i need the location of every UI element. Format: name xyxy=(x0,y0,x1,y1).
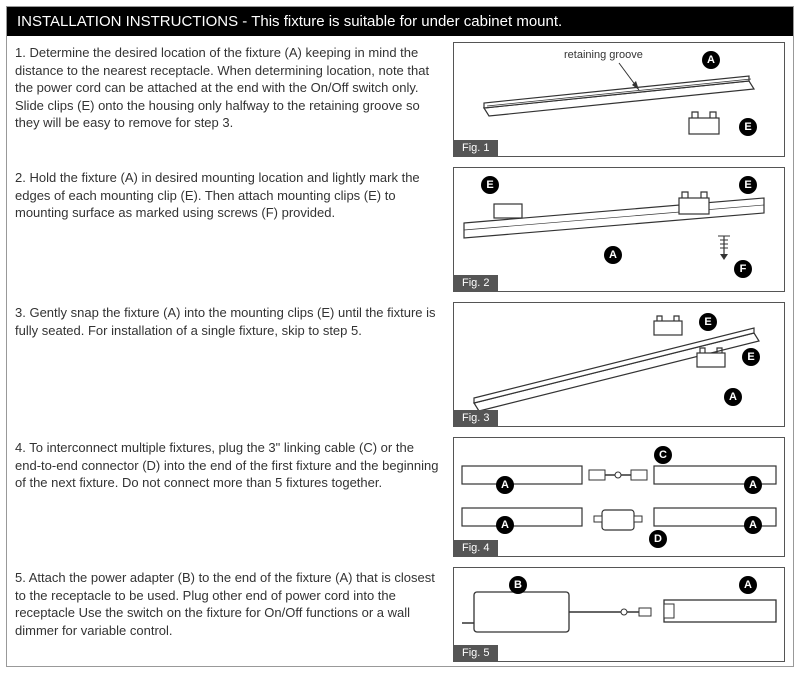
fig4-marker-c: C xyxy=(654,446,672,464)
fig4-marker-a3: A xyxy=(496,516,514,534)
step-2-body: Hold the fixture (A) in desired mounting… xyxy=(15,170,420,220)
step-2-num: 2. xyxy=(15,170,26,185)
fig1-marker-a: A xyxy=(702,51,720,69)
step-3-body: Gently snap the fixture (A) into the mou… xyxy=(15,305,436,338)
step-5-row: 5. Attach the power adapter (B) to the e… xyxy=(7,561,793,666)
fig3-marker-a: A xyxy=(724,388,742,406)
fig4-label: Fig. 4 xyxy=(454,540,498,556)
fig3-marker-e2: E xyxy=(742,348,760,366)
fig-3-svg xyxy=(454,303,784,428)
fig1-marker-e: E xyxy=(739,118,757,136)
fig-5: B A Fig. 5 xyxy=(453,567,785,662)
step-5-text: 5. Attach the power adapter (B) to the e… xyxy=(15,567,443,639)
fig1-label: Fig. 1 xyxy=(454,140,498,156)
step-3-text: 3. Gently snap the fixture (A) into the … xyxy=(15,302,443,339)
step-2-row: 2. Hold the fixture (A) in desired mount… xyxy=(7,161,793,296)
fig4-marker-a2: A xyxy=(744,476,762,494)
fig4-marker-a1: A xyxy=(496,476,514,494)
fig-1: retaining groove A E Fig. 1 xyxy=(453,42,785,157)
fig5-marker-b: B xyxy=(509,576,527,594)
step-1-body: Determine the desired location of the fi… xyxy=(15,45,429,130)
step-4-row: 4. To interconnect multiple fixtures, pl… xyxy=(7,431,793,561)
fig4-marker-a4: A xyxy=(744,516,762,534)
step-3-row: 3. Gently snap the fixture (A) into the … xyxy=(7,296,793,431)
step-1-row: 1. Determine the desired location of the… xyxy=(7,36,793,161)
step-5-num: 5. xyxy=(15,570,26,585)
step-4-text: 4. To interconnect multiple fixtures, pl… xyxy=(15,437,443,492)
fig-5-svg xyxy=(454,568,784,663)
fig3-marker-e1: E xyxy=(699,313,717,331)
fig1-anno-groove: retaining groove xyxy=(564,49,643,61)
fig2-label: Fig. 2 xyxy=(454,275,498,291)
fig5-label: Fig. 5 xyxy=(454,645,498,661)
fig-4: C A A A A D Fig. 4 xyxy=(453,437,785,557)
step-3-num: 3. xyxy=(15,305,26,320)
fig4-marker-d: D xyxy=(649,530,667,548)
fig-3: E E A Fig. 3 xyxy=(453,302,785,427)
fig5-marker-a: A xyxy=(739,576,757,594)
fig-2-svg xyxy=(454,168,784,293)
fig2-marker-e1: E xyxy=(481,176,499,194)
header-bar: INSTALLATION INSTRUCTIONS - This fixture… xyxy=(7,7,793,36)
fig2-marker-f: F xyxy=(734,260,752,278)
step-2-text: 2. Hold the fixture (A) in desired mount… xyxy=(15,167,443,222)
step-1-num: 1. xyxy=(15,45,26,60)
fig2-marker-a: A xyxy=(604,246,622,264)
fig-2: E E A F Fig. 2 xyxy=(453,167,785,292)
fig-4-svg xyxy=(454,438,784,558)
step-4-num: 4. xyxy=(15,440,26,455)
fig2-marker-e2: E xyxy=(739,176,757,194)
header-title: INSTALLATION INSTRUCTIONS - This fixture… xyxy=(17,13,562,30)
step-5-body: Attach the power adapter (B) to the end … xyxy=(15,570,435,638)
fig3-label: Fig. 3 xyxy=(454,410,498,426)
step-4-body: To interconnect multiple fixtures, plug … xyxy=(15,440,438,490)
step-1-text: 1. Determine the desired location of the… xyxy=(15,42,443,132)
page-container: INSTALLATION INSTRUCTIONS - This fixture… xyxy=(6,6,794,667)
